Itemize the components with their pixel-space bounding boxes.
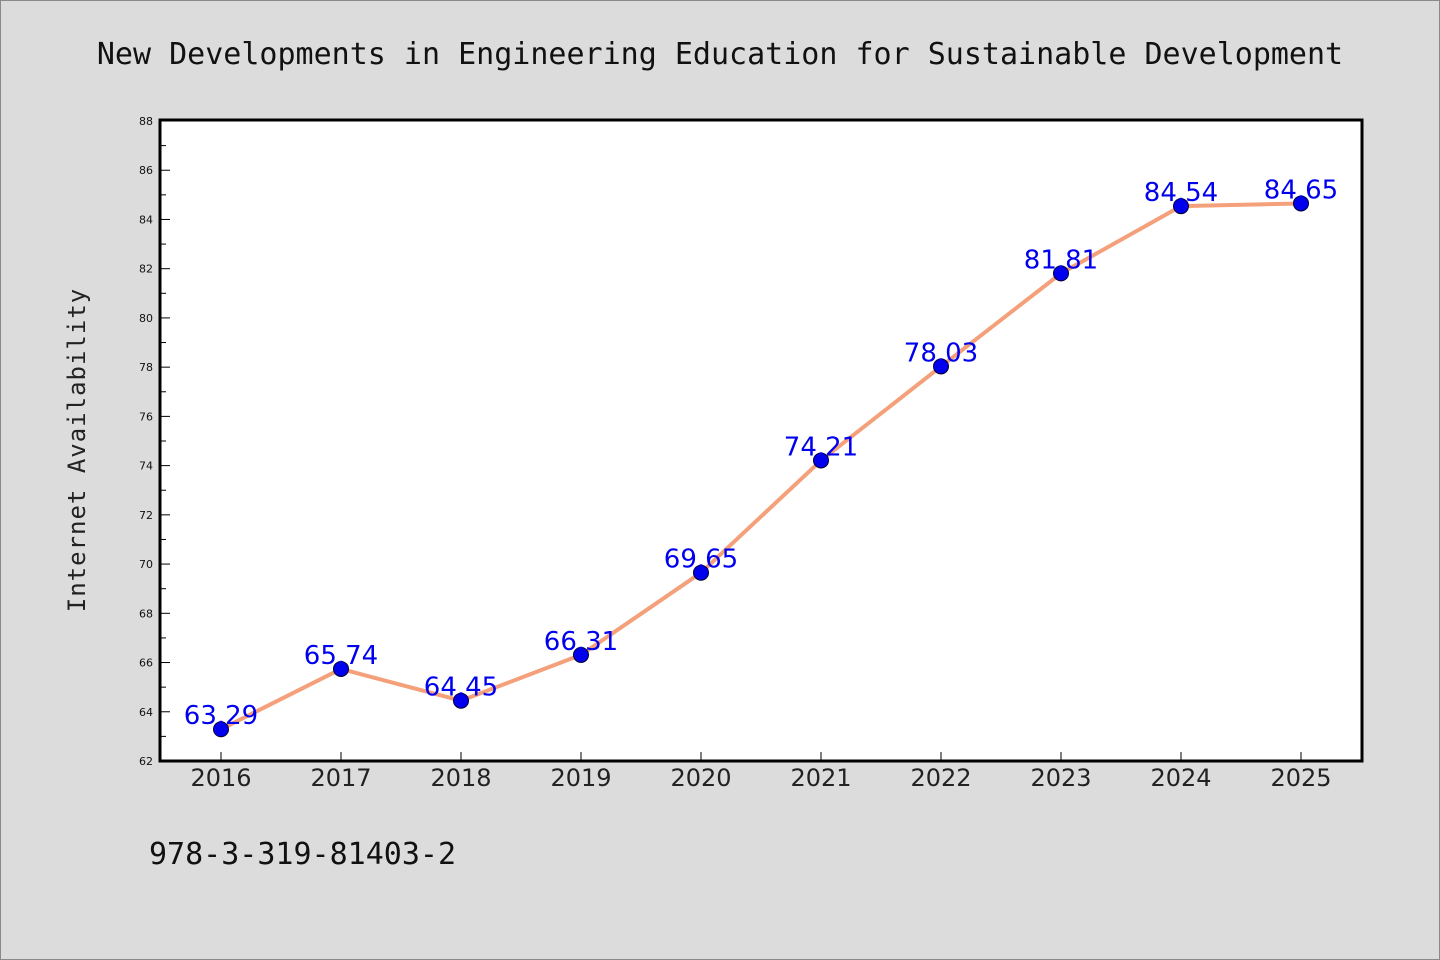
y-tick-label: 64 [139,706,153,719]
series-layer: 63.29 65.74 64.45 66.31 69.65 74.21 78.03 81.81… [184,175,1338,738]
data-label: 65.74 [304,641,378,671]
y-tick-label: 80 [139,312,153,325]
data-label: 66.31 [544,627,618,657]
data-label: 74.21 [784,432,858,462]
y-tick-label: 70 [139,558,153,571]
data-point [453,692,469,709]
x-tick-label: 2019 [550,764,611,792]
x-tick-label: 2020 [670,764,731,792]
data-point [1293,195,1309,212]
y-tick-label: 78 [139,361,153,374]
y-tick-label: 68 [139,607,153,620]
data-label: 69.65 [664,545,738,575]
x-tick-label: 2024 [1150,764,1211,792]
data-point [813,452,829,469]
data-point [693,564,709,581]
data-point [333,660,349,677]
data-label: 64.45 [424,673,498,703]
data-label: 78.03 [904,338,978,368]
y-tick-label: 82 [139,263,153,276]
y-tick-label: 88 [139,115,153,128]
data-label: 84.54 [1144,178,1218,208]
y-tick-label: 86 [139,164,153,177]
y-axis-label: Internet Availability [63,288,91,612]
x-tick-label: 2017 [310,764,371,792]
y-tick-label: 72 [139,509,153,522]
plot-area [158,118,1364,763]
x-tick-label: 2018 [430,764,491,792]
y-tick-label: 66 [139,657,153,670]
y-axis-ticks: 62 64 66 68 70 72 74 76 78 80 82 84 86 88 [139,115,170,768]
data-point [213,721,229,738]
x-tick-label: 2025 [1270,764,1331,792]
data-point [1173,198,1189,215]
data-point [933,358,949,375]
x-tick-label: 2022 [910,764,971,792]
data-label: 63.29 [184,701,258,731]
x-tick-label: 2016 [190,764,251,792]
y-tick-label: 62 [139,755,153,768]
isbn-text: 978-3-319-81403-2 [149,837,456,872]
y-tick-label: 76 [139,410,153,423]
data-point [573,646,589,663]
y-tick-label: 74 [139,460,153,473]
series-line [219,201,1303,732]
data-label: 81.81 [1024,245,1098,275]
x-axis-ticks: 2016 2017 2018 2019 2020 2021 2022 2023 2024 2025 [190,752,1332,792]
chart-title: New Developments in Engineering Educatio… [97,37,1343,72]
x-tick-label: 2023 [1030,764,1091,792]
y-tick-label: 84 [139,213,153,226]
x-tick-label: 2021 [790,764,851,792]
data-point [1053,265,1069,282]
data-label: 84.65 [1264,175,1338,205]
